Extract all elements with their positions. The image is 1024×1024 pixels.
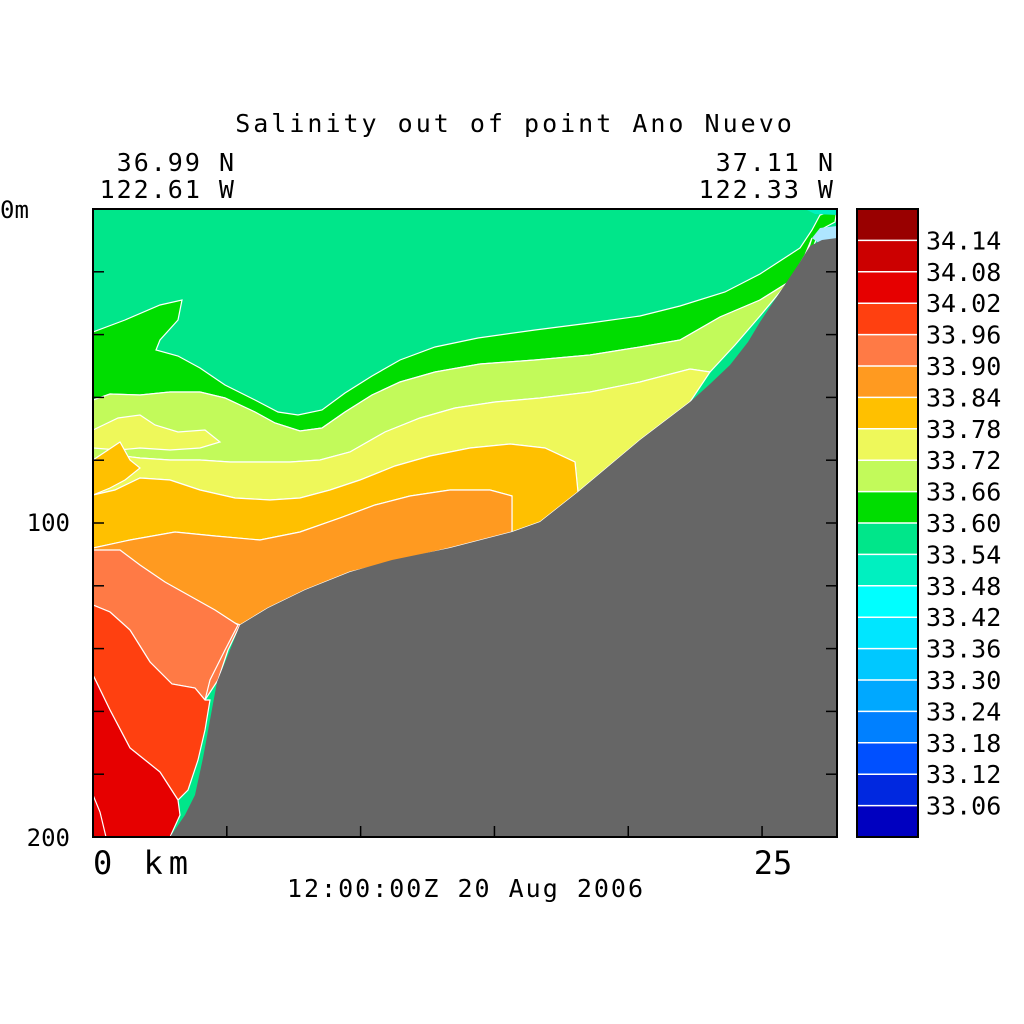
colorbar-label: 33.12: [926, 760, 1001, 789]
colorbar-swatch: [857, 648, 918, 681]
plot-area: [93, 209, 837, 837]
colorbar-label: 33.90: [926, 352, 1001, 381]
colorbar-label: 34.02: [926, 289, 1001, 318]
colorbar-swatch: [857, 585, 918, 618]
colorbar-swatch: [857, 805, 918, 838]
corner-left-lon: 122.61 W: [100, 175, 236, 204]
bathymetry: [170, 238, 837, 837]
colorbar-label: 33.84: [926, 383, 1001, 412]
colorbar-label: 33.42: [926, 603, 1001, 632]
colorbar-label: 34.08: [926, 258, 1001, 287]
colorbar-swatch: [857, 460, 918, 493]
colorbar-label: 33.78: [926, 415, 1001, 444]
corner-right-lat: 37.11 N: [716, 148, 835, 177]
colorbar-swatch: [857, 680, 918, 712]
y-axis-ticks: [93, 271, 837, 775]
colorbar-label: 33.24: [926, 697, 1001, 726]
colorbar-label: 33.18: [926, 729, 1001, 758]
colorbar-swatch: [857, 554, 918, 587]
colorbar-label: 33.60: [926, 509, 1001, 538]
colorbar-label: 33.06: [926, 792, 1001, 821]
chart-title: Salinity out of point Ano Nuevo: [235, 109, 795, 138]
colorbar-label: 33.30: [926, 666, 1001, 695]
colorbar-swatch: [857, 523, 918, 555]
contour-34-08-edge: [93, 794, 107, 837]
colorbar-label: 33.36: [926, 635, 1001, 664]
colorbar-swatch: [857, 303, 918, 336]
band-33-78-left-top: [93, 441, 141, 496]
y-tick-label-100: 100: [27, 509, 70, 537]
colorbar-label: 33.66: [926, 478, 1001, 507]
band-33-54-inner: [93, 209, 837, 416]
colorbar-swatch: [857, 240, 918, 273]
colorbar-swatch: [857, 617, 918, 650]
colorbar-swatch: [857, 334, 918, 367]
x-tick-label-0: 0 km: [93, 844, 194, 882]
colorbar: [856, 208, 919, 838]
colorbar-label: 34.14: [926, 226, 1001, 255]
x-axis-ticks: [226, 826, 763, 837]
colorbar-swatch: [857, 774, 918, 807]
colorbar-label: 33.72: [926, 446, 1001, 475]
y-tick-label-200: 200: [27, 824, 70, 852]
surface-edge-patch: [805, 209, 837, 215]
colorbar-label: 33.54: [926, 540, 1001, 569]
colorbar-label: 33.96: [926, 321, 1001, 350]
colorbar-swatch: [857, 491, 918, 524]
colorbar-swatch: [857, 209, 918, 241]
corner-left-lat: 36.99 N: [117, 148, 236, 177]
colorbar-swatch: [857, 271, 918, 304]
band-34-02: [93, 674, 181, 837]
colorbar-swatch: [857, 711, 918, 744]
colorbar-label: 33.48: [926, 572, 1001, 601]
y-tick-label-0: 0m: [0, 196, 29, 224]
colorbar-swatch: [857, 742, 918, 775]
corner-right-lon: 122.33 W: [699, 175, 835, 204]
colorbar-swatch: [857, 366, 918, 398]
chart-subtitle-timestamp: 12:00:00Z 20 Aug 2006: [287, 874, 645, 903]
colorbar-swatch: [857, 428, 918, 461]
x-tick-label-25: 25: [754, 844, 793, 882]
colorbar-frame: [856, 208, 919, 838]
colorbar-swatch: [857, 397, 918, 430]
